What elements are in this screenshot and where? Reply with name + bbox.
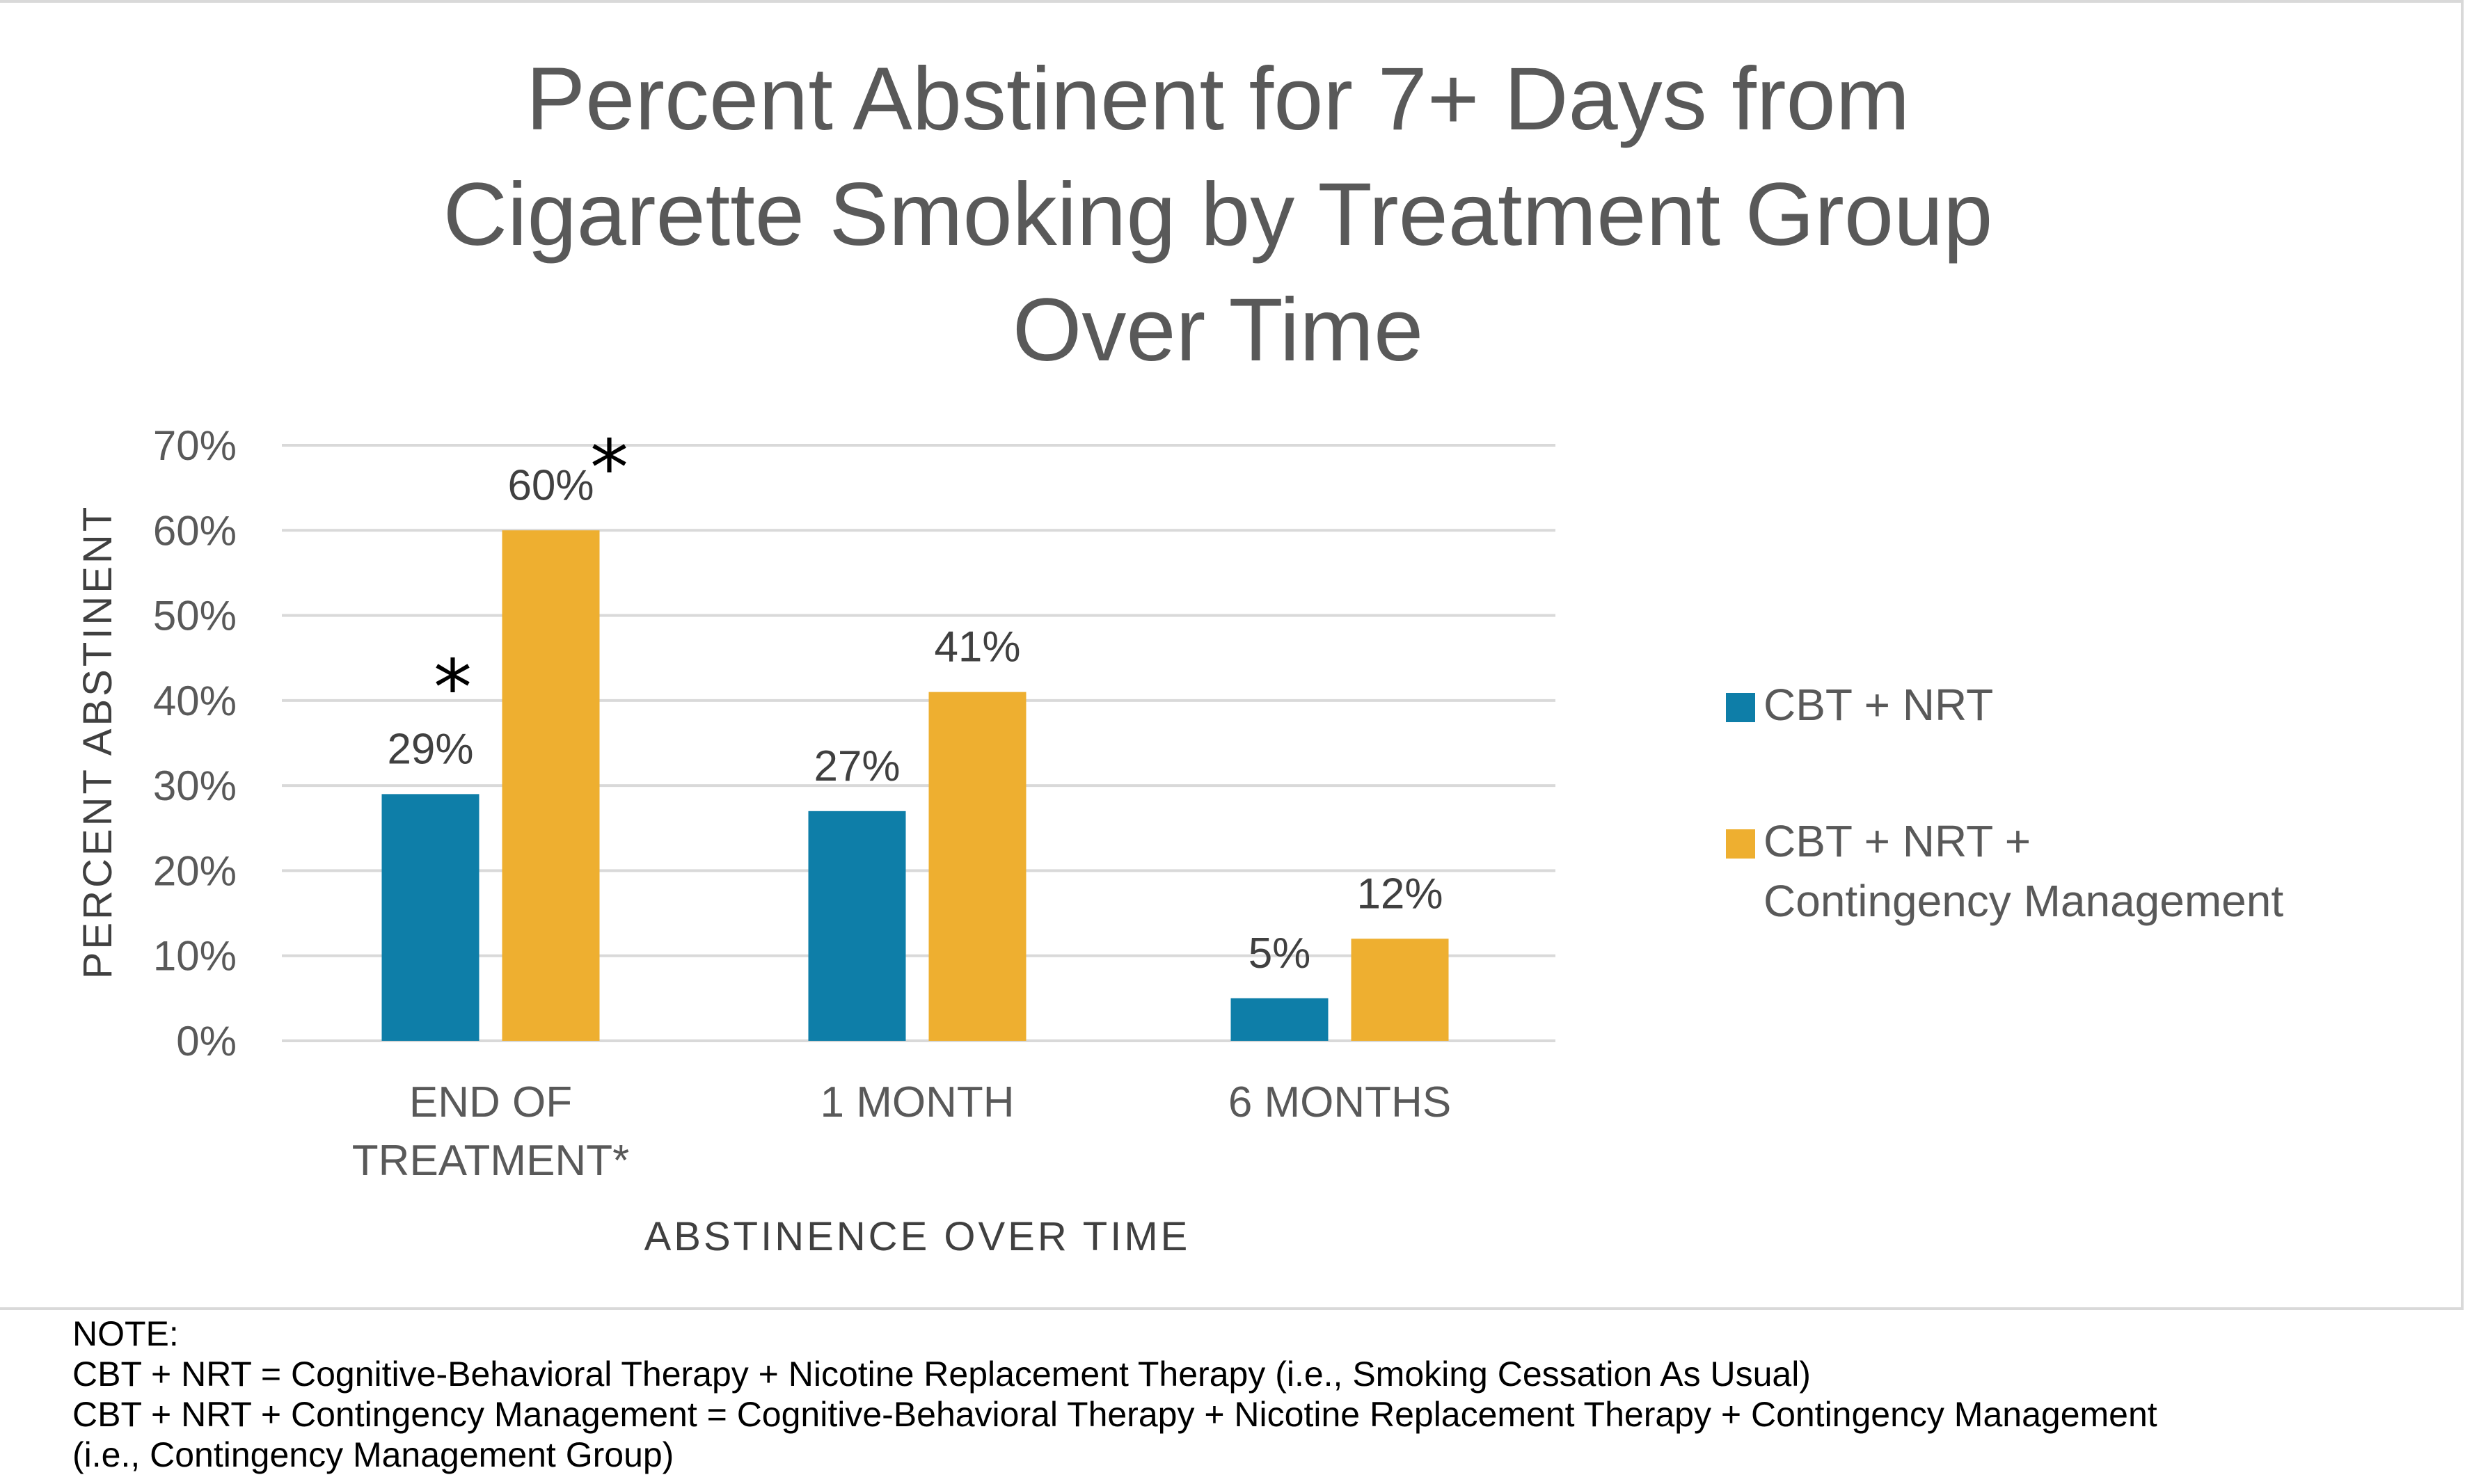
chart-title-line: Over Time (1012, 280, 1424, 380)
y-tick-label: 20% (153, 847, 237, 894)
chart-title: Percent Abstinent for 7+ Days from Cigar… (209, 42, 2227, 388)
data-label: 41% (934, 623, 1020, 671)
chart-title-line: Percent Abstinent for 7+ Days from (525, 49, 1910, 149)
x-category-label: END OF (409, 1078, 572, 1126)
y-axis-title: PERCENT ABSTINENT (75, 504, 120, 980)
y-tick-label: 0% (176, 1018, 237, 1064)
x-category-label: TREATMENT* (352, 1137, 629, 1185)
bar (502, 530, 600, 1041)
y-tick-label: 30% (153, 763, 237, 809)
significance-asterisk: * (590, 423, 628, 512)
legend-swatch (1726, 829, 1755, 859)
note-line: (i.e., Contingency Management Group) (72, 1435, 674, 1474)
data-label: 27% (814, 742, 900, 790)
chart-title-line: Cigarette Smoking by Treatment Group (443, 165, 1993, 264)
chart-frame (0, 0, 2464, 1310)
bar (381, 794, 479, 1041)
y-tick-label: 50% (153, 593, 237, 639)
bar (1230, 998, 1329, 1041)
data-label: 29% (387, 725, 473, 773)
y-tick-label: 70% (153, 422, 237, 469)
bar (808, 811, 906, 1041)
data-label: 60% (507, 461, 594, 509)
significance-asterisk: * (434, 643, 472, 732)
legend-label: CBT + NRT (1763, 680, 1994, 730)
legend: CBT + NRT CBT + NRT + Contingency Manage… (1726, 675, 2422, 1007)
data-label: 12% (1356, 870, 1443, 918)
bar (1351, 939, 1449, 1041)
legend-label: CBT + NRT + (1763, 816, 2031, 866)
legend-item-cbt-nrt: CBT + NRT (1726, 675, 2422, 735)
x-category-label: 6 MONTHS (1228, 1078, 1451, 1126)
y-tick-label: 40% (153, 678, 237, 724)
y-tick-label: 60% (153, 507, 237, 554)
data-label: 5% (1249, 930, 1311, 978)
footnote: NOTE: CBT + NRT = Cognitive-Behavioral T… (72, 1314, 2157, 1475)
note-line: CBT + NRT = Cognitive-Behavioral Therapy… (72, 1355, 1811, 1394)
x-axis-title: ABSTINENCE OVER TIME (644, 1214, 1191, 1259)
x-category-label: 1 MONTH (821, 1078, 1015, 1126)
bar (928, 692, 1027, 1041)
bar-chart: 0% 10% 20% 30% 40% 50% 60% 70% 29% 27% 5% 60% 41% 12%… (75, 422, 1555, 1259)
note-line: CBT + NRT + Contingency Management = Cog… (72, 1395, 2157, 1434)
note-heading: NOTE: (72, 1314, 179, 1353)
legend-label: Contingency Management (1763, 876, 2284, 926)
legend-item-contingency: CBT + NRT + Contingency Management (1726, 811, 2422, 931)
y-tick-label: 10% (153, 933, 237, 980)
legend-swatch (1726, 693, 1755, 722)
